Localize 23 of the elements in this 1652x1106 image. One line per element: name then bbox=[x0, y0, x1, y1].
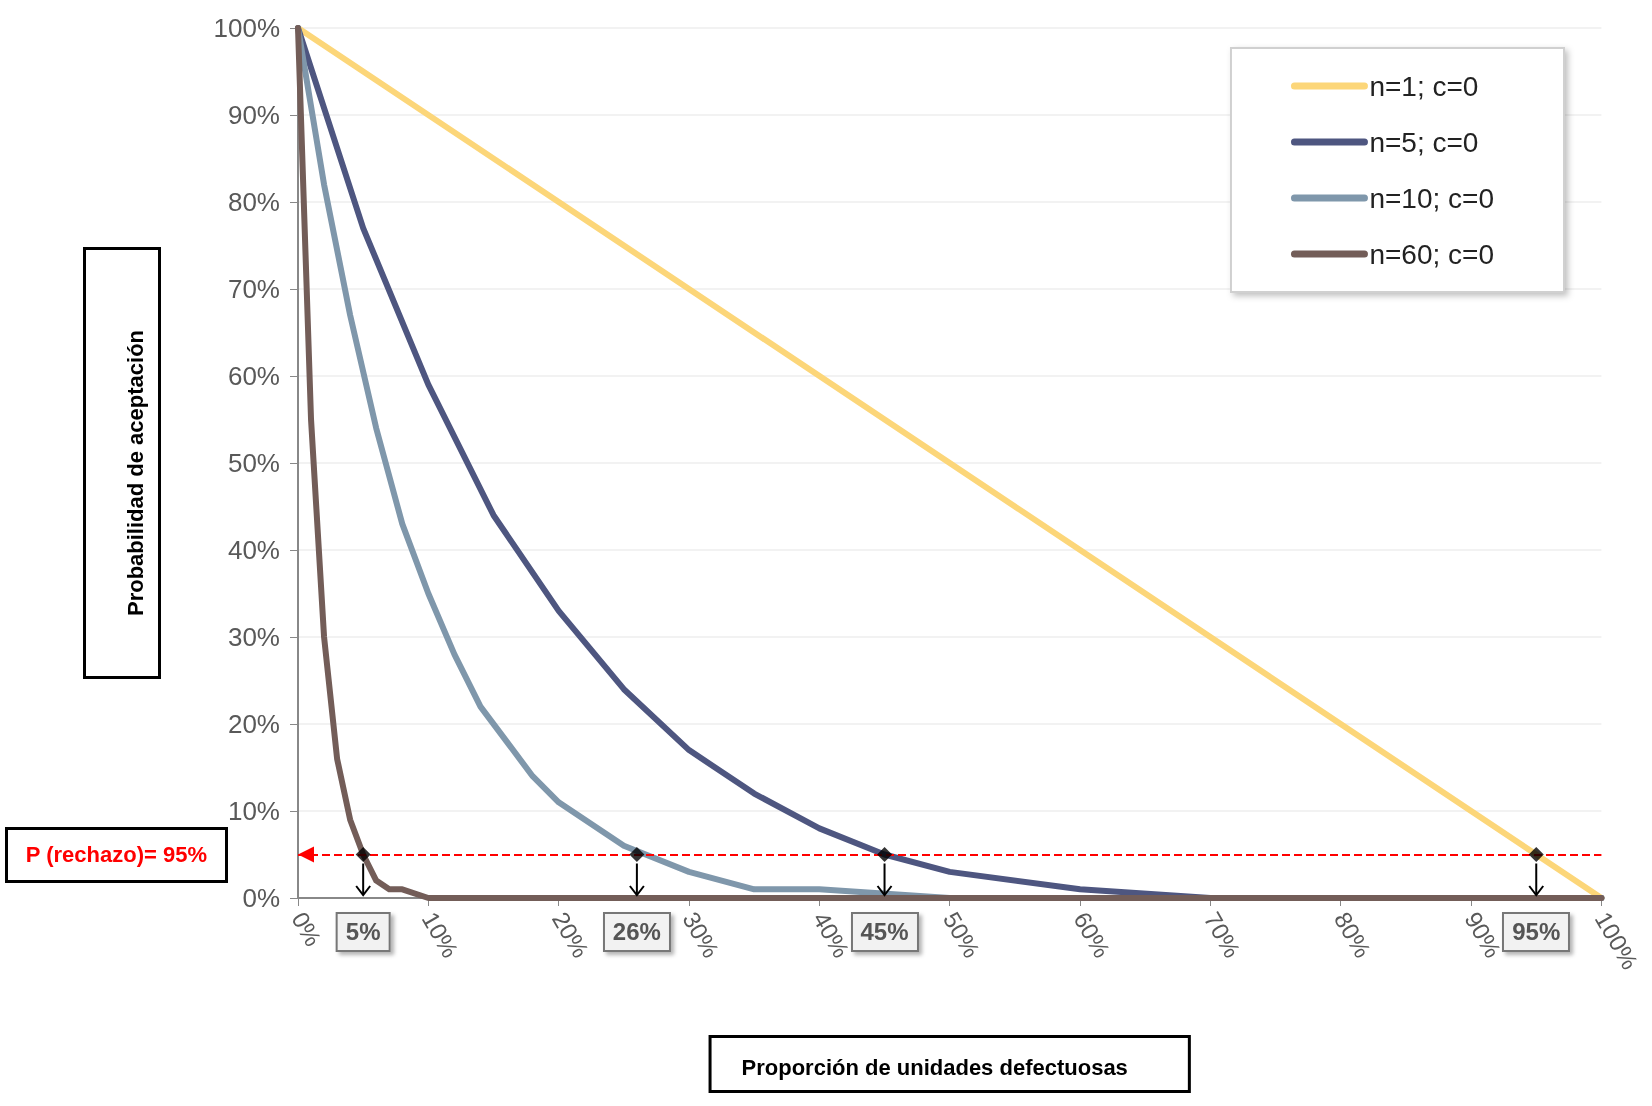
y-tick-label: 70% bbox=[227, 274, 280, 304]
legend-label: n=10; c=0 bbox=[1369, 182, 1495, 214]
y-tick-label: 40% bbox=[227, 535, 280, 565]
annotation: 26% bbox=[602, 912, 671, 952]
y-tick-label: 60% bbox=[227, 361, 280, 391]
y-tick-label: 20% bbox=[227, 709, 280, 739]
legend-label: n=1; c=0 bbox=[1369, 70, 1479, 102]
y-tick-label: 30% bbox=[227, 622, 280, 652]
x-tick-label: 0% bbox=[286, 907, 328, 951]
text: P (rechazo)= 95% bbox=[4, 826, 228, 883]
y-tick-label: 90% bbox=[227, 100, 280, 130]
x-axis-title: Proporción de unidades defectuosas bbox=[741, 1054, 1128, 1080]
annotation: 45% bbox=[860, 918, 909, 945]
legend-label: n=5; c=0 bbox=[1369, 126, 1479, 158]
y-tick-label: 50% bbox=[227, 448, 280, 478]
y-tick-label: 10% bbox=[227, 796, 280, 826]
y-tick-label: 100% bbox=[213, 13, 280, 43]
y-tick-label: 80% bbox=[227, 187, 280, 217]
annotation: 95% bbox=[1512, 918, 1561, 945]
y-tick-label: 0% bbox=[242, 883, 280, 913]
y-axis-title: Probabilidad de aceptación bbox=[122, 329, 148, 617]
legend-label: n=60; c=0 bbox=[1369, 238, 1495, 270]
annotation: 5% bbox=[335, 912, 391, 952]
